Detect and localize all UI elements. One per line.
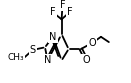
Text: CH₃: CH₃ (7, 53, 24, 62)
Text: O: O (88, 38, 96, 48)
Text: F: F (60, 0, 65, 10)
Text: O: O (82, 55, 90, 65)
Text: F: F (67, 7, 72, 17)
Text: N: N (44, 55, 51, 65)
Text: S: S (30, 45, 36, 55)
Text: N: N (49, 32, 57, 42)
Text: F: F (50, 7, 56, 17)
